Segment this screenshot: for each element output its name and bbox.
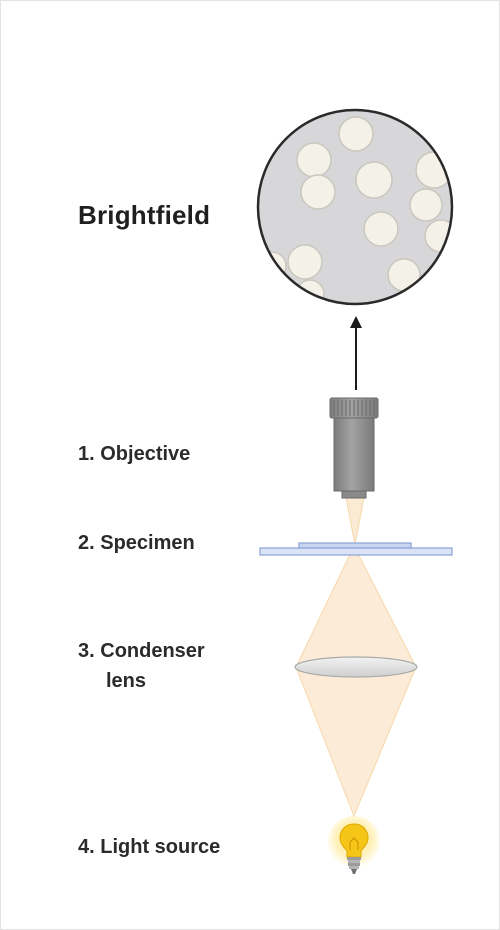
label-text: Light source <box>100 836 221 858</box>
cell <box>355 161 393 199</box>
label-text-line2: lens <box>106 670 147 692</box>
label-light-source: 4. Light source <box>78 832 220 862</box>
label-objective: 1. Objective <box>78 439 190 469</box>
label-text: Objective <box>100 443 191 465</box>
label-condenser-lens: 3. Condenser lens <box>78 636 205 696</box>
light-cone-objective <box>345 496 365 546</box>
field-of-view-border <box>256 108 454 306</box>
cell <box>387 258 421 292</box>
field-of-view <box>256 108 454 306</box>
light-cone-lower <box>295 666 417 818</box>
light-bulb-icon <box>328 816 380 874</box>
cell <box>363 211 399 247</box>
specimen-slide <box>259 542 453 556</box>
cell <box>296 142 332 178</box>
condenser-lens <box>294 656 418 678</box>
label-number: 1. <box>78 443 95 465</box>
light-cone-upper <box>295 544 417 668</box>
cell <box>409 188 443 222</box>
label-text: Specimen <box>100 532 195 554</box>
diagram-title: Brightfield <box>78 200 211 230</box>
image-arrow <box>350 316 362 390</box>
label-number: 4. <box>78 836 95 858</box>
label-number: 3. <box>78 640 95 662</box>
label-number: 2. <box>78 532 95 554</box>
label-specimen: 2. Specimen <box>78 528 195 558</box>
cell <box>424 219 452 253</box>
objective-lens <box>329 397 379 499</box>
cell <box>287 244 323 280</box>
cell <box>300 174 336 210</box>
cell <box>338 116 374 152</box>
light-beam <box>295 496 417 818</box>
label-text: Condenser <box>100 640 205 662</box>
cell <box>415 151 452 189</box>
